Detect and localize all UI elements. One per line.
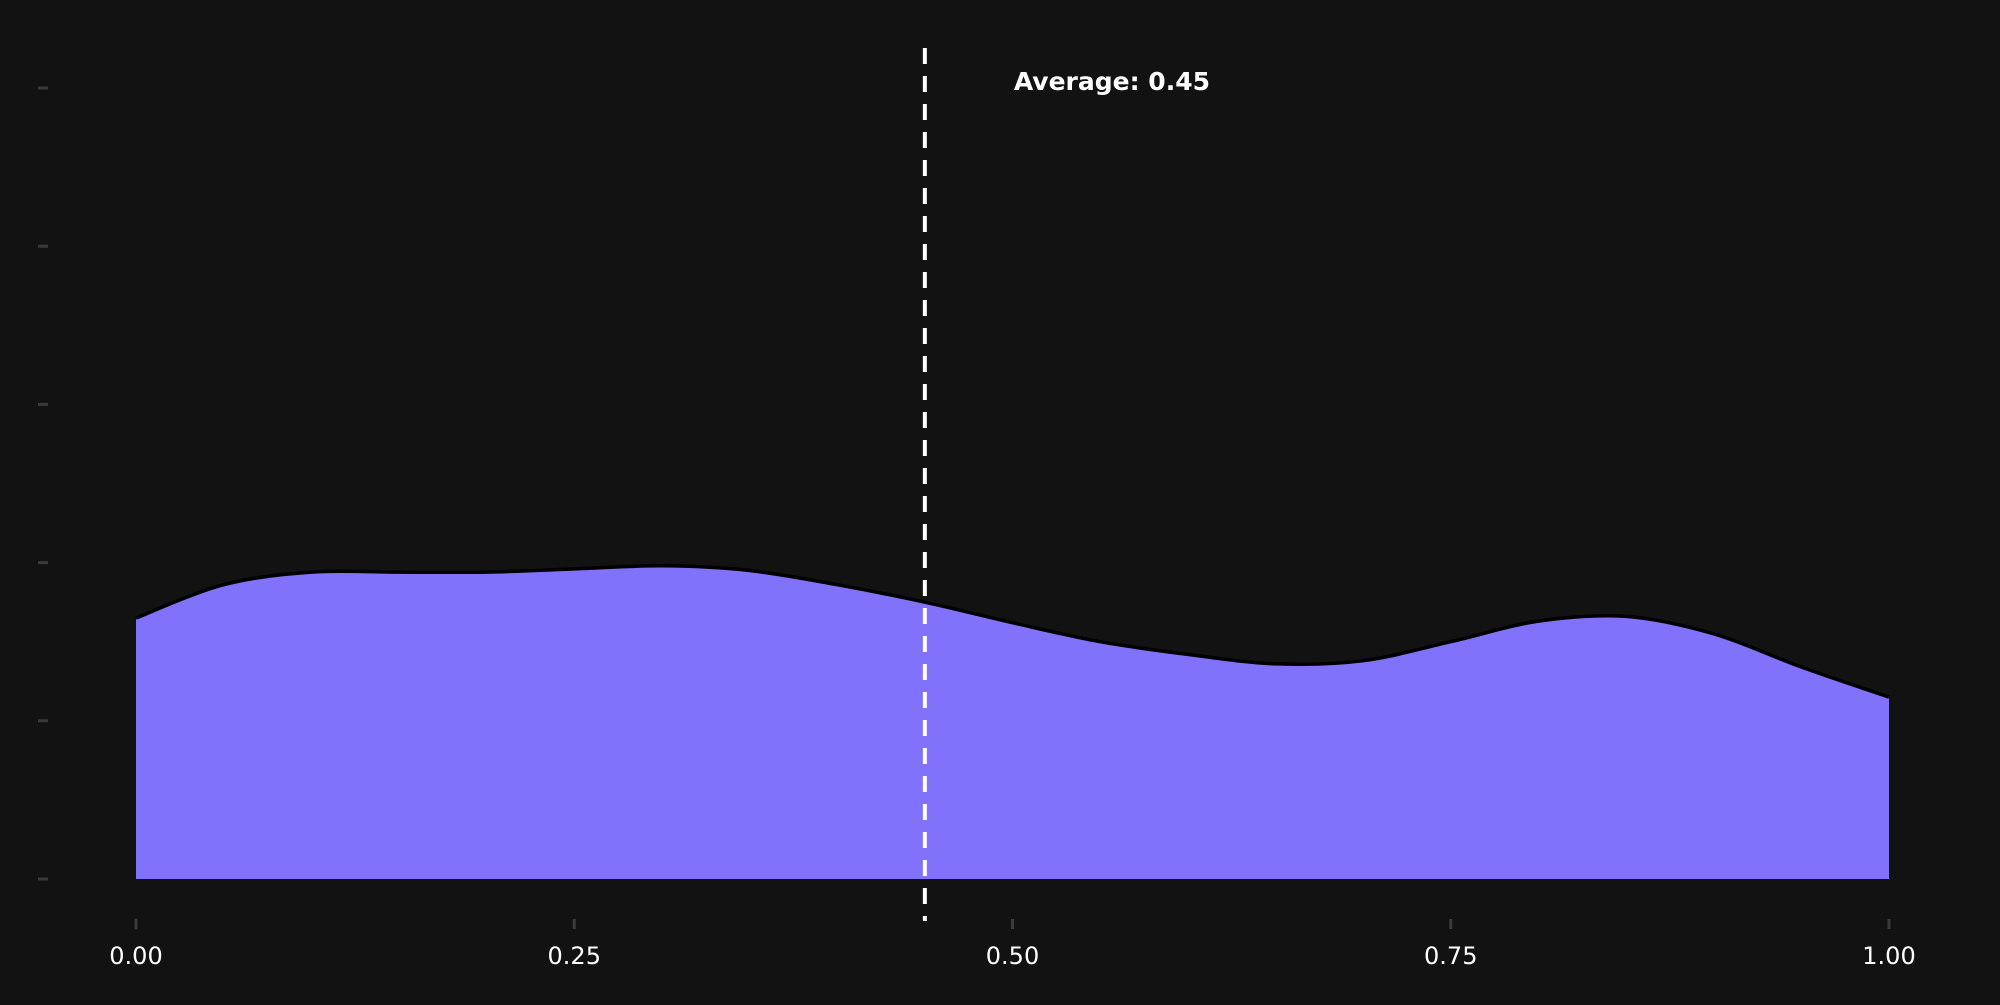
- x-tick-label-4: 1.00: [1862, 942, 1915, 970]
- y-axis-ticks: [38, 86, 48, 881]
- x-tick-label-1: 0.25: [548, 942, 601, 970]
- x-axis-ticks: 0.00 0.25 0.50 0.75 1.00: [109, 919, 1916, 970]
- x-tick-label-2: 0.50: [986, 942, 1039, 970]
- average-reference: Average: 0.45: [922, 48, 1210, 921]
- density-series: [135, 564, 1890, 879]
- density-outline: [135, 564, 1890, 699]
- density-area: [136, 565, 1889, 879]
- x-tick-label-0: 0.00: [109, 942, 162, 970]
- x-tick-label-3: 0.75: [1424, 942, 1477, 970]
- average-label: Average: 0.45: [1014, 67, 1210, 96]
